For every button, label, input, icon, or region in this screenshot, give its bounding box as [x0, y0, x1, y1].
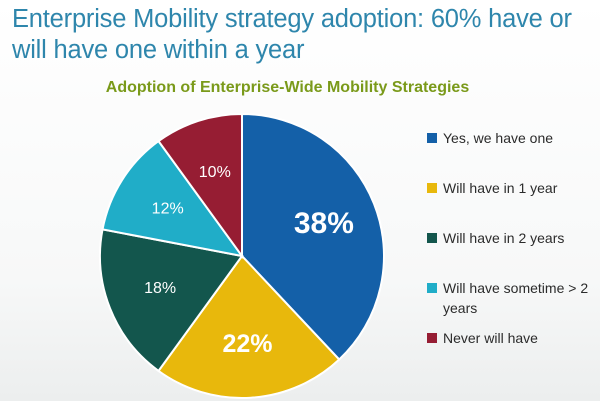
legend-label: Never will have — [443, 330, 538, 346]
legend-swatch — [427, 233, 437, 243]
legend-label: Will have in 1 year — [443, 180, 558, 196]
pie-label-2: 18% — [144, 280, 176, 297]
pie-slice-4 — [157, 112, 243, 260]
slide-title: Enterprise Mobility strategy adoption: 6… — [12, 5, 572, 64]
legend-label: Will have in 2 years — [443, 230, 565, 246]
chart-title: Adoption of Enterprise-Wide Mobility Str… — [105, 79, 470, 96]
legend-label: Yes, we have one — [443, 130, 554, 146]
pie-label-0: 38% — [294, 207, 354, 240]
pie-slice-3 — [101, 139, 245, 258]
legend-swatch — [427, 133, 437, 143]
pie-label-3: 12% — [152, 200, 184, 217]
pie-label-1: 22% — [222, 330, 272, 358]
legend-label: Will have sometime > 2 years — [443, 280, 589, 316]
legend-item-will-have-sometime: Will have sometime > 2 years — [427, 278, 593, 318]
legend-swatch — [427, 283, 437, 293]
legend-item-will-have-in-1-year: Will have in 1 year — [427, 178, 593, 198]
pie-slice-0 — [241, 112, 385, 361]
pie-slice-1 — [157, 254, 341, 399]
pie-slice-2 — [99, 228, 244, 373]
legend-item-never-will-have: Never will have — [427, 328, 593, 348]
legend-swatch — [427, 183, 437, 193]
legend-item-yes-we-have-one: Yes, we have one — [427, 128, 593, 148]
legend-swatch — [427, 333, 437, 343]
pie-label-4: 10% — [199, 164, 231, 181]
legend-item-will-have-in-2-years: Will have in 2 years — [427, 228, 593, 248]
